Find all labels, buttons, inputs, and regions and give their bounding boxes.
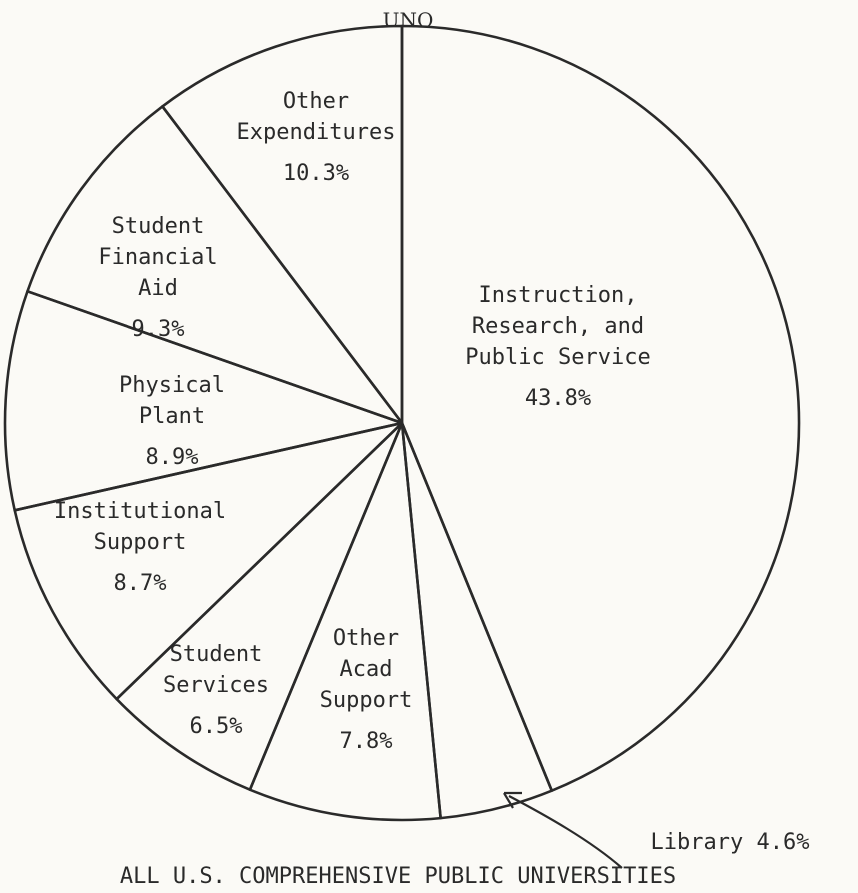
slice-label-3: Other Acad Support 7.8% <box>320 626 413 754</box>
pie-slice-5 <box>13 421 404 701</box>
pie-slice-4 <box>115 421 404 792</box>
pie-slice-6 <box>3 290 404 512</box>
chart-caption: ALL U.S. COMPREHENSIVE PUBLIC UNIVERSITI… <box>120 864 676 889</box>
library-arrow-head <box>503 791 522 809</box>
pie-slice-1 <box>400 24 801 792</box>
pie-slice-2 <box>400 421 554 820</box>
chart-title: UNO <box>383 8 434 32</box>
pie-slices <box>3 24 801 822</box>
slice-label-6: Physical Plant 8.9% <box>119 373 225 470</box>
slice-label-7: Student Financial Aid 9.3% <box>98 214 217 342</box>
slice-label-5: Institutional Support 8.7% <box>54 499 226 596</box>
pie-slice-7 <box>26 105 404 425</box>
slice-label-1: Instruction, Research, and Public Service 4… <box>465 283 650 411</box>
pie-labels: Instruction, Research, and Public Service 4… <box>54 89 810 855</box>
library-arrow <box>508 795 623 869</box>
slice-label-8: Other Expenditures 10.3% <box>237 89 396 186</box>
slice-label-4: Student Services 6.5% <box>163 642 269 739</box>
slice-label-2: Library 4.6% <box>651 830 810 855</box>
pie-slice-3 <box>248 421 442 822</box>
pie-slice-8 <box>161 24 404 425</box>
